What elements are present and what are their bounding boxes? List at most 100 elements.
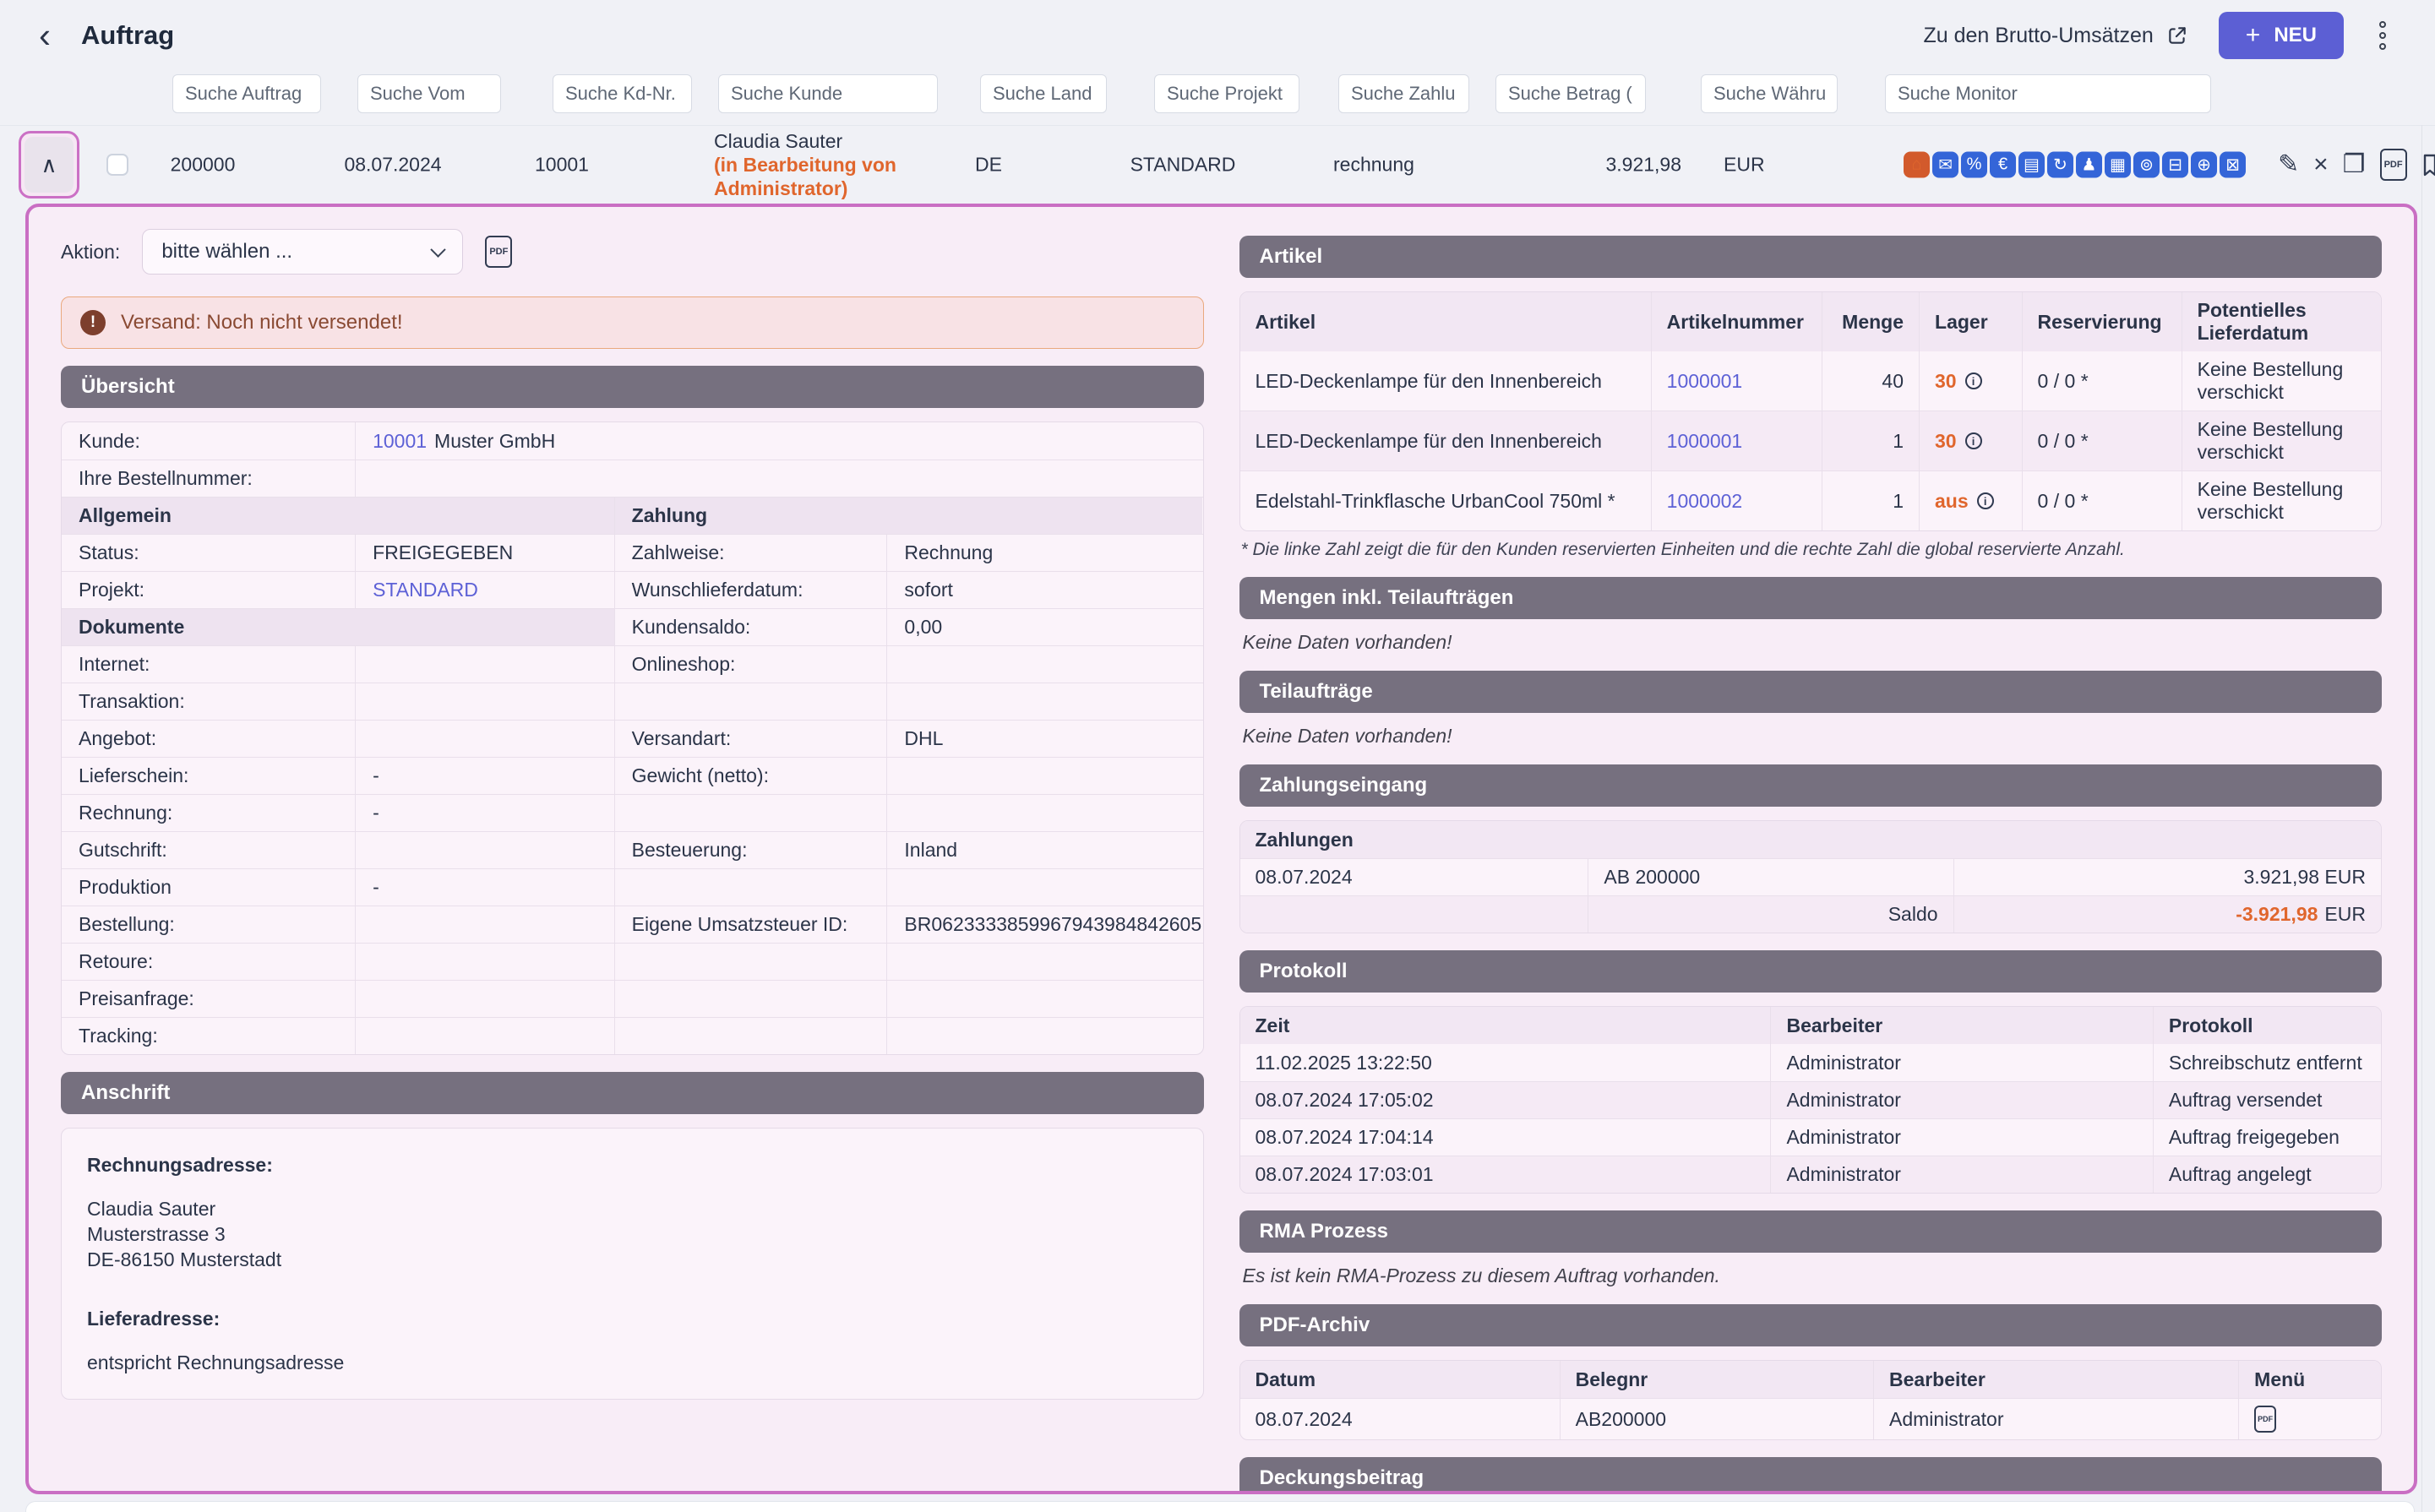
- lieferdatum-value: Keine Bestellung verschickt: [2182, 351, 2381, 411]
- field-label: Ihre Bestellnummer:: [62, 460, 355, 497]
- search-input[interactable]: [718, 74, 938, 113]
- artikelnummer-link[interactable]: 1000002: [1667, 490, 1743, 513]
- field-label: Retoure:: [62, 944, 355, 980]
- address-line: Claudia Sauter: [87, 1196, 1178, 1221]
- kunde-link[interactable]: 10001: [373, 430, 427, 453]
- mail-icon[interactable]: ✉: [1932, 152, 1958, 178]
- aktion-pdf-icon[interactable]: PDF: [485, 236, 512, 268]
- field-label: [614, 683, 887, 720]
- truck-icon[interactable]: ⊟: [2162, 152, 2188, 178]
- field-label: Zahlweise:: [614, 535, 887, 571]
- field-label: Gutschrift:: [62, 832, 355, 868]
- search-input[interactable]: [1495, 74, 1646, 113]
- search-input[interactable]: [1338, 74, 1469, 113]
- shipping-blocked-icon[interactable]: ⌂: [1904, 152, 1930, 178]
- field-label: [614, 795, 887, 831]
- group-zahlung: Zahlung: [614, 498, 1203, 534]
- kebab-menu-icon[interactable]: [2374, 16, 2391, 55]
- percent-icon[interactable]: %: [1961, 152, 1987, 178]
- top-bar: ‹ Auftrag Zu den Brutto-Umsätzen + NEU: [0, 0, 2435, 71]
- protokoll-text: Schreibschutz entfernt: [2153, 1044, 2381, 1081]
- search-input[interactable]: [1701, 74, 1838, 113]
- next-row-partial: [25, 1501, 2415, 1512]
- scrollbar-track[interactable]: [2421, 125, 2422, 1512]
- artikel-name: LED-Deckenlampe für den Innenbereich: [1240, 411, 1651, 470]
- field-label: Transaktion:: [62, 683, 355, 720]
- train-cancel-icon[interactable]: ⊠: [2220, 152, 2246, 178]
- protokoll-zeit: 08.07.2024 17:03:01: [1240, 1156, 1771, 1193]
- address-line: DE-86150 Musterstadt: [87, 1247, 1178, 1272]
- back-button[interactable]: ‹: [39, 18, 51, 53]
- search-input[interactable]: [357, 74, 501, 113]
- coins-icon[interactable]: ⊚: [2133, 152, 2160, 178]
- plus-icon: +: [2246, 23, 2261, 48]
- neu-button[interactable]: + NEU: [2219, 12, 2344, 59]
- aktion-label: Aktion:: [61, 241, 120, 264]
- calendar-icon[interactable]: ▦: [2105, 152, 2131, 178]
- search-input[interactable]: [553, 74, 692, 113]
- artikel-row: Edelstahl-Trinkflasche UrbanCool 750ml *…: [1240, 470, 2382, 530]
- saldo-value: -3.921,98 EUR: [1953, 896, 2381, 933]
- edit-icon[interactable]: ✎: [2278, 152, 2299, 177]
- lager-value: 30: [1935, 430, 1957, 453]
- euro-icon[interactable]: €: [1990, 152, 2016, 178]
- artikelnummer-link[interactable]: 1000001: [1667, 430, 1743, 453]
- pdf-bearbeiter: Administrator: [1873, 1399, 2238, 1439]
- aktion-select[interactable]: bitte wählen ...: [142, 229, 463, 275]
- bookmark-add-icon[interactable]: [2421, 152, 2435, 177]
- search-input[interactable]: [1154, 74, 1299, 113]
- artikel-name: LED-Deckenlampe für den Innenbereich: [1240, 351, 1651, 411]
- col-header: Protokoll: [2153, 1007, 2381, 1044]
- zahlung-row: 08.07.2024 AB 200000 3.921,98 EUR: [1240, 858, 2382, 895]
- artikel-name: Edelstahl-Trinkflasche UrbanCool 750ml *: [1240, 471, 1651, 530]
- info-icon[interactable]: i: [1965, 432, 1982, 449]
- pdf-archiv-table: Datum Belegnr Bearbeiter Menü 08.07.2024…: [1239, 1360, 2383, 1440]
- field-value: [886, 1018, 1202, 1054]
- pdf-archiv-row: 08.07.2024 AB200000 Administrator PDF: [1240, 1398, 2382, 1439]
- search-input[interactable]: [1885, 74, 2211, 113]
- col-header: Menge: [1822, 292, 1919, 351]
- expand-ring: ∧: [19, 131, 79, 199]
- field-value: [355, 981, 614, 1017]
- cash-icon[interactable]: ▤: [2018, 152, 2045, 178]
- field-value: -: [355, 795, 614, 831]
- brutto-umsaetze-link[interactable]: Zu den Brutto-Umsätzen: [1923, 24, 2187, 48]
- artikelnummer-link[interactable]: 1000001: [1667, 370, 1743, 393]
- field-value: FREIGEGEBEN: [355, 535, 614, 571]
- field-label: Bestellung:: [62, 906, 355, 943]
- field-label: Preisanfrage:: [62, 981, 355, 1017]
- row-checkbox[interactable]: [106, 154, 128, 176]
- field-label: Produktion: [62, 869, 355, 906]
- group-allgemein: Allgemein: [62, 498, 614, 534]
- field-value: [886, 758, 1202, 794]
- info-icon[interactable]: i: [1977, 492, 1994, 509]
- collapse-row-button[interactable]: ∧: [25, 137, 74, 193]
- pdf-icon[interactable]: PDF: [2380, 149, 2407, 181]
- col-header: Bearbeiter: [1770, 1007, 2152, 1044]
- menge-value: 1: [1822, 411, 1919, 470]
- pdf-download-icon[interactable]: PDF: [2254, 1406, 2276, 1433]
- cell-land: DE: [946, 154, 1031, 177]
- col-header: Belegnr: [1560, 1361, 1873, 1398]
- cell-waehrung: EUR: [1724, 154, 1800, 177]
- protokoll-bearbeiter: Administrator: [1770, 1082, 2152, 1118]
- field-label: Gewicht (netto):: [614, 758, 887, 794]
- globe-check-icon[interactable]: ⊕: [2191, 152, 2217, 178]
- customer-icon[interactable]: ♟: [2076, 152, 2102, 178]
- search-input[interactable]: [980, 74, 1107, 113]
- field-value: -: [355, 869, 614, 906]
- section-deckungsbeitrag: Deckungsbeitrag: [1239, 1457, 2383, 1494]
- address-line: Musterstrasse 3: [87, 1221, 1178, 1247]
- stock-sync-icon[interactable]: ↻: [2047, 152, 2073, 178]
- cell-kd-nr: 10001: [507, 154, 617, 177]
- copy-icon[interactable]: ❐: [2343, 152, 2366, 177]
- col-header: Zeit: [1240, 1007, 1771, 1044]
- section-uebersicht: Übersicht: [61, 366, 1204, 408]
- info-icon[interactable]: i: [1965, 373, 1982, 389]
- col-header: Reservierung: [2022, 292, 2182, 351]
- delete-icon[interactable]: ×: [2313, 152, 2329, 177]
- field-label: Kunde:: [62, 422, 355, 460]
- brutto-umsaetze-label: Zu den Brutto-Umsätzen: [1923, 24, 2153, 48]
- search-input[interactable]: [172, 74, 321, 113]
- field-value: Rechnung: [886, 535, 1202, 571]
